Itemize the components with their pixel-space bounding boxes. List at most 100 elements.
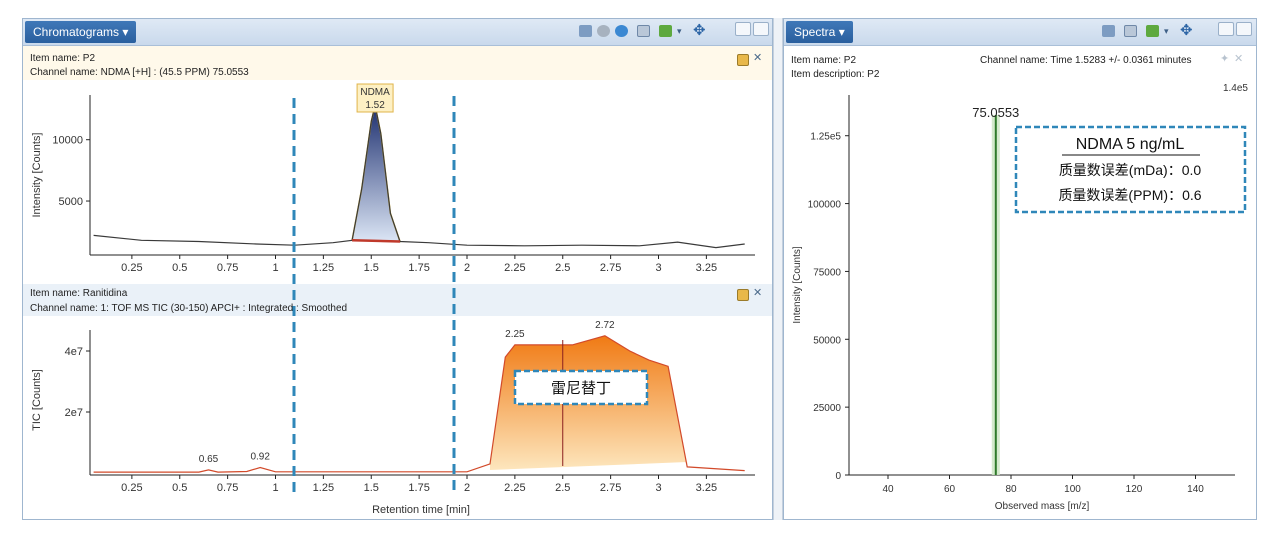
x-tick-label: 3.25 (696, 482, 717, 494)
x-tick-label: 1.75 (408, 482, 429, 494)
dropdown-icon[interactable]: ▾ (1164, 26, 1169, 36)
zoom-icon[interactable] (579, 25, 592, 37)
y-tick-label: 10000 (52, 135, 83, 147)
y-tick-label: 4e7 (65, 346, 83, 358)
ndma-info-box (1014, 125, 1247, 214)
ndma-info-title: NDMA 5 ng/mL (1076, 136, 1185, 153)
x-tick-label: 40 (882, 484, 894, 495)
maximize-button[interactable] (753, 22, 769, 36)
chromatograms-panel: Chromatograms ▾ ▾ ✥ Item name: P2 Channe… (22, 18, 773, 520)
spectrum: 1.25e5 100000 75000 50000 25000 0 40 60 80 100 12… (792, 83, 1248, 512)
x-axis-label: Observed mass [m/z] (995, 501, 1090, 512)
ndma-trace (93, 105, 745, 249)
x-tick-label: 1.75 (408, 262, 429, 274)
panel2-channel-name: Channel name: 1: TOF MS TIC (30-150) APC… (30, 303, 348, 314)
x-tick-label: 3 (655, 482, 661, 494)
close-icon[interactable]: ✕ (753, 52, 763, 64)
y-max-label: 1.4e5 (1223, 83, 1248, 94)
export-icon[interactable] (659, 25, 672, 37)
x-tick-label: 0.75 (217, 482, 238, 494)
x-tick-label: 140 (1187, 484, 1204, 495)
chromatogram-tic: 4e7 2e7 0.25 0.5 0.75 1 1.25 1.5 1.75 2 2.25 2.5 2.… (31, 320, 755, 516)
pin-icon[interactable] (737, 289, 749, 301)
x-tick-label: 1.5 (364, 482, 379, 494)
x-tick-label: 0.75 (217, 262, 238, 274)
y-tick-label: 5000 (59, 196, 83, 208)
x-tick-label: 0.5 (172, 482, 187, 494)
maximize-button[interactable] (1236, 22, 1252, 36)
table-icon[interactable] (1124, 25, 1137, 37)
table-icon[interactable] (637, 25, 650, 37)
link-icon[interactable] (597, 25, 610, 37)
y-tick-label: 50000 (813, 335, 841, 346)
x-tick-label: 2.25 (504, 482, 525, 494)
x-tick-label: 1.5 (364, 262, 379, 274)
peak-label-name: NDMA (360, 87, 390, 98)
x-tick-label: 0.5 (172, 262, 187, 274)
panel-splitter[interactable] (773, 18, 783, 520)
x-tick-label: 80 (1005, 484, 1017, 495)
x-tick-label: 1 (272, 482, 278, 494)
x-tick-label: 120 (1126, 484, 1143, 495)
x-axis-label: Retention time [min] (372, 504, 470, 516)
dropdown-icon[interactable]: ▾ (677, 26, 682, 36)
spectra-tab[interactable]: Spectra ▾ (786, 21, 853, 43)
x-tick-label: 1.25 (313, 482, 334, 494)
panel1-item-name: Item name: P2 (30, 53, 96, 64)
x-tick-label: 60 (944, 484, 956, 495)
spectra-item-description: Item description: P2 (791, 69, 880, 80)
y-axis-label: Intensity [Counts] (792, 246, 803, 323)
minimize-button[interactable] (735, 22, 751, 36)
y-axis-label: Intensity [Counts] (31, 133, 43, 218)
export-icon[interactable] (1146, 25, 1159, 37)
spectrum-peak-label: 75.0553 (972, 105, 1019, 120)
x-tick-label: 3 (655, 262, 661, 274)
peak-label-box (356, 83, 394, 113)
y-tick-label: 1.25e5 (810, 132, 841, 143)
y-tick-label: 75000 (813, 267, 841, 278)
x-tick-label: 2.75 (600, 482, 621, 494)
pin-icon[interactable] (737, 54, 749, 66)
chromatograms-titlebar: Chromatograms ▾ ▾ ✥ (23, 19, 772, 46)
peak-label: 0.92 (250, 452, 270, 463)
minimize-button[interactable] (1218, 22, 1234, 36)
x-tick-label: 1.25 (313, 262, 334, 274)
y-tick-label: 25000 (813, 403, 841, 414)
chromatogram-ndma: 10000 5000 0.25 0.5 0.75 1 1.25 1.5 1.75 2 2.25 2.… (31, 83, 755, 274)
x-tick-label: 2.5 (555, 262, 570, 274)
chromatograms-tab[interactable]: Chromatograms ▾ (25, 21, 137, 43)
y-tick-label: 0 (835, 471, 841, 482)
x-tick-label: 3.25 (696, 262, 717, 274)
spectra-panel: Spectra ▾ ▾ ✥ Item name: P2 Item descrip… (783, 18, 1257, 520)
y-tick-label: 100000 (808, 200, 842, 211)
spectra-item-name: Item name: P2 (791, 55, 857, 66)
close-icon[interactable]: ✕ (1234, 53, 1244, 65)
x-tick-label: 2.25 (504, 262, 525, 274)
panel1-info-bg (23, 46, 772, 80)
pin-icon[interactable]: ✦ (1220, 53, 1230, 65)
peak-label: 2.25 (505, 329, 525, 340)
panel2-info-bg (23, 284, 772, 316)
spectra-channel-name: Channel name: Time 1.5283 +/- 0.0361 min… (980, 55, 1192, 66)
zoom-icon[interactable] (1102, 25, 1115, 37)
spectra-titlebar: Spectra ▾ ▾ ✥ (784, 19, 1256, 46)
ndma-integration-baseline (352, 239, 401, 243)
ranitidine-annotation-box (513, 369, 649, 406)
x-tick-label: 2 (464, 262, 470, 274)
x-tick-label: 100 (1064, 484, 1081, 495)
peak-label: 0.65 (199, 454, 219, 465)
x-tick-label: 1 (272, 262, 278, 274)
x-tick-label: 2.5 (555, 482, 570, 494)
refresh-icon[interactable] (615, 25, 628, 37)
x-tick-label: 0.25 (121, 262, 142, 274)
peak-label-time: 1.52 (365, 100, 385, 111)
ndma-info-line2: 质量数误差(PPM)：0.6 (1058, 187, 1201, 203)
x-tick-label: 2.75 (600, 262, 621, 274)
panel1-channel-name: Channel name: NDMA [+H] : (45.5 PPM) 75.… (30, 67, 249, 78)
ndma-info-line1: 质量数误差(mDa)：0.0 (1059, 162, 1202, 178)
y-tick-label: 2e7 (65, 407, 83, 419)
close-icon[interactable]: ✕ (753, 287, 763, 299)
x-tick-label: 0.25 (121, 482, 142, 494)
peak-label: 2.72 (595, 320, 615, 331)
